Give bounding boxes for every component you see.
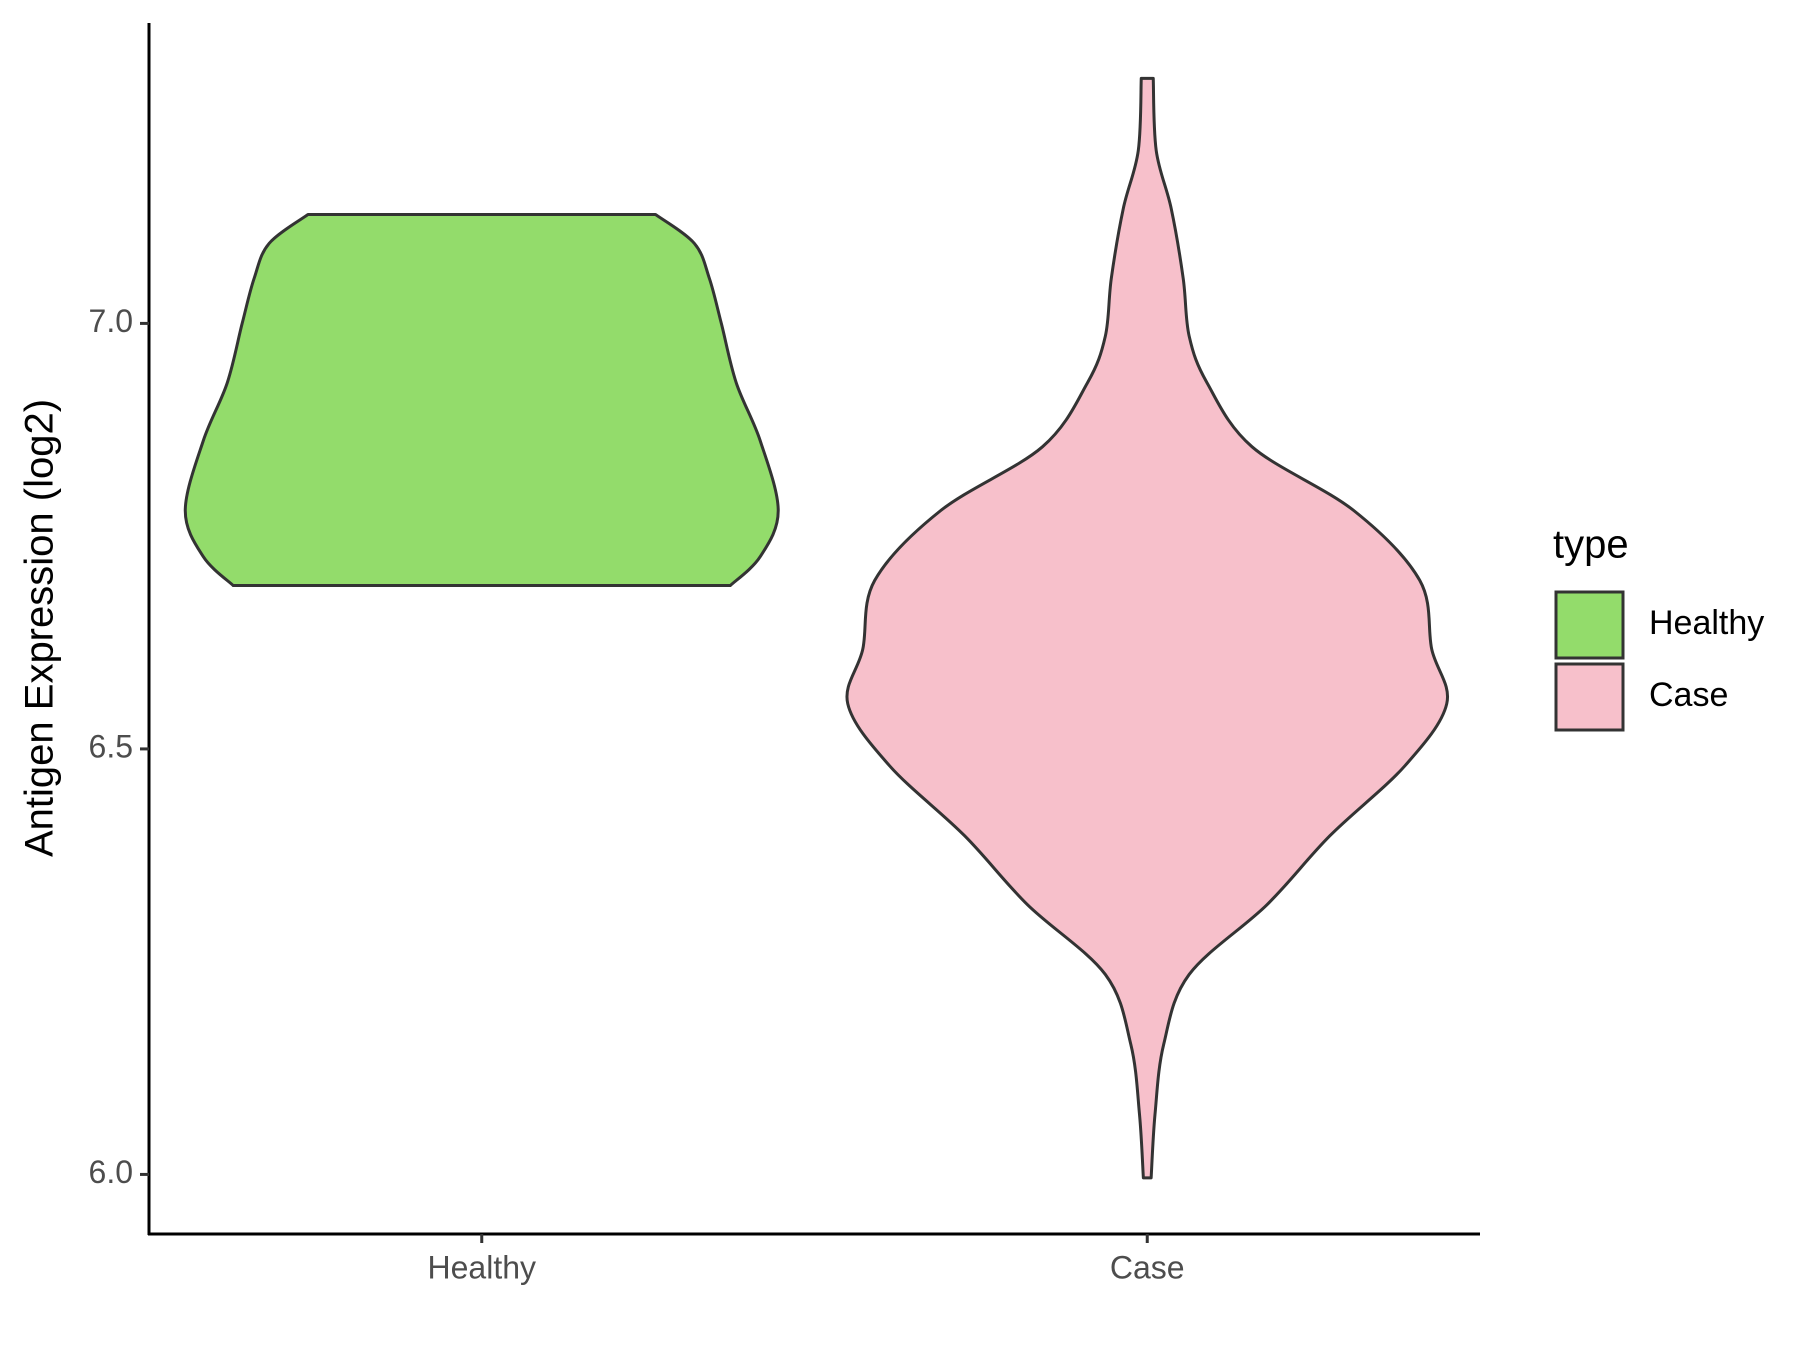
legend-key [1554, 590, 1625, 660]
violin [183, 212, 780, 588]
x-tick-label: Case [1110, 1249, 1185, 1285]
violin [845, 76, 1450, 1180]
legend-label: Healthy [1649, 604, 1764, 642]
x-tick-label: Healthy [428, 1249, 537, 1285]
legend-key [1554, 662, 1625, 732]
y-tick-label: 6.5 [89, 728, 133, 764]
legend-label: Case [1649, 676, 1728, 714]
y-axis-title: Antigen Expression (log2) [18, 399, 62, 857]
y-tick-label: 7.0 [89, 303, 133, 339]
y-tick-label: 6.0 [89, 1154, 133, 1190]
legend-title: type [1553, 523, 1629, 567]
